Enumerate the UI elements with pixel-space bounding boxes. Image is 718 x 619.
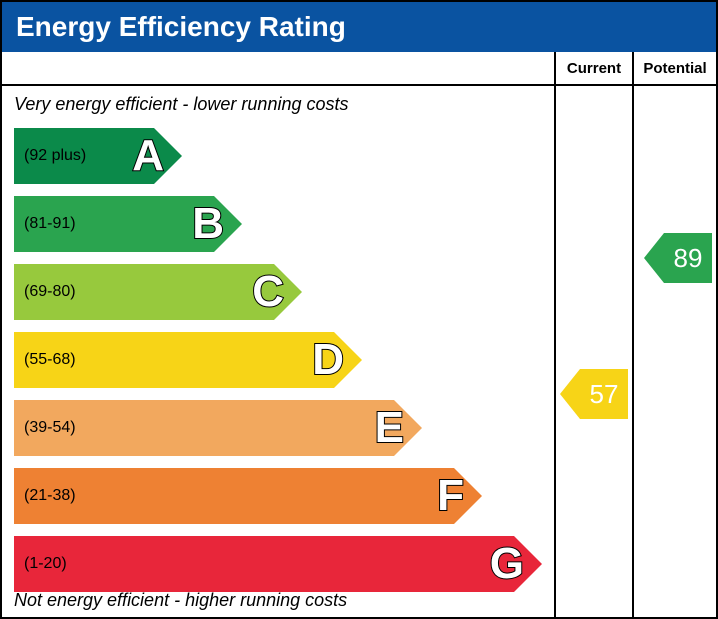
band-letter-f: F — [437, 471, 464, 521]
chart-grid: Very energy efficient - lower running co… — [2, 52, 716, 619]
band-bar-d: (55-68)D — [14, 332, 334, 388]
current-pointer: 57 — [560, 369, 628, 419]
band-range-f: (21-38) — [24, 487, 76, 505]
current-value: 57 — [580, 369, 628, 419]
band-bar-b: (81-91)B — [14, 196, 214, 252]
band-bar-f: (21-38)F — [14, 468, 454, 524]
band-row-g: (1-20)G — [14, 536, 514, 592]
band-range-c: (69-80) — [24, 283, 76, 301]
band-range-a: (92 plus) — [24, 147, 86, 165]
band-row-d: (55-68)D — [14, 332, 334, 388]
band-row-e: (39-54)E — [14, 400, 394, 456]
potential-pointer: 89 — [644, 233, 712, 283]
band-letter-a: A — [132, 131, 164, 181]
current-area: 57 — [556, 86, 632, 619]
potential-column: Potential 89 — [632, 52, 716, 619]
band-letter-e: E — [375, 403, 404, 453]
band-letter-g: G — [490, 539, 524, 589]
current-header: Current — [556, 52, 632, 86]
potential-header: Potential — [634, 52, 716, 86]
potential-area: 89 — [634, 86, 716, 619]
band-row-a: (92 plus)A — [14, 128, 154, 184]
band-bar-c: (69-80)C — [14, 264, 274, 320]
chart-title: Energy Efficiency Rating — [16, 11, 346, 43]
potential-value: 89 — [664, 233, 712, 283]
caption-top: Very energy efficient - lower running co… — [2, 94, 349, 115]
band-row-f: (21-38)F — [14, 468, 454, 524]
chart-title-bar: Energy Efficiency Rating — [2, 2, 716, 52]
bars-column: Very energy efficient - lower running co… — [2, 52, 554, 619]
header-blank — [2, 52, 554, 86]
bars-area: Very energy efficient - lower running co… — [2, 86, 554, 619]
band-row-c: (69-80)C — [14, 264, 274, 320]
band-letter-d: D — [312, 335, 344, 385]
epc-chart: Energy Efficiency Rating Very energy eff… — [0, 0, 718, 619]
band-letter-c: C — [252, 267, 284, 317]
band-bar-a: (92 plus)A — [14, 128, 154, 184]
band-bar-g: (1-20)G — [14, 536, 514, 592]
potential-pointer-tip — [644, 233, 664, 283]
caption-bottom: Not energy efficient - higher running co… — [2, 590, 347, 611]
current-column: Current 57 — [554, 52, 632, 619]
band-range-b: (81-91) — [24, 215, 76, 233]
band-bar-e: (39-54)E — [14, 400, 394, 456]
band-row-b: (81-91)B — [14, 196, 214, 252]
current-pointer-tip — [560, 369, 580, 419]
band-range-d: (55-68) — [24, 351, 76, 369]
band-range-e: (39-54) — [24, 419, 76, 437]
band-letter-b: B — [192, 199, 224, 249]
band-range-g: (1-20) — [24, 555, 67, 573]
